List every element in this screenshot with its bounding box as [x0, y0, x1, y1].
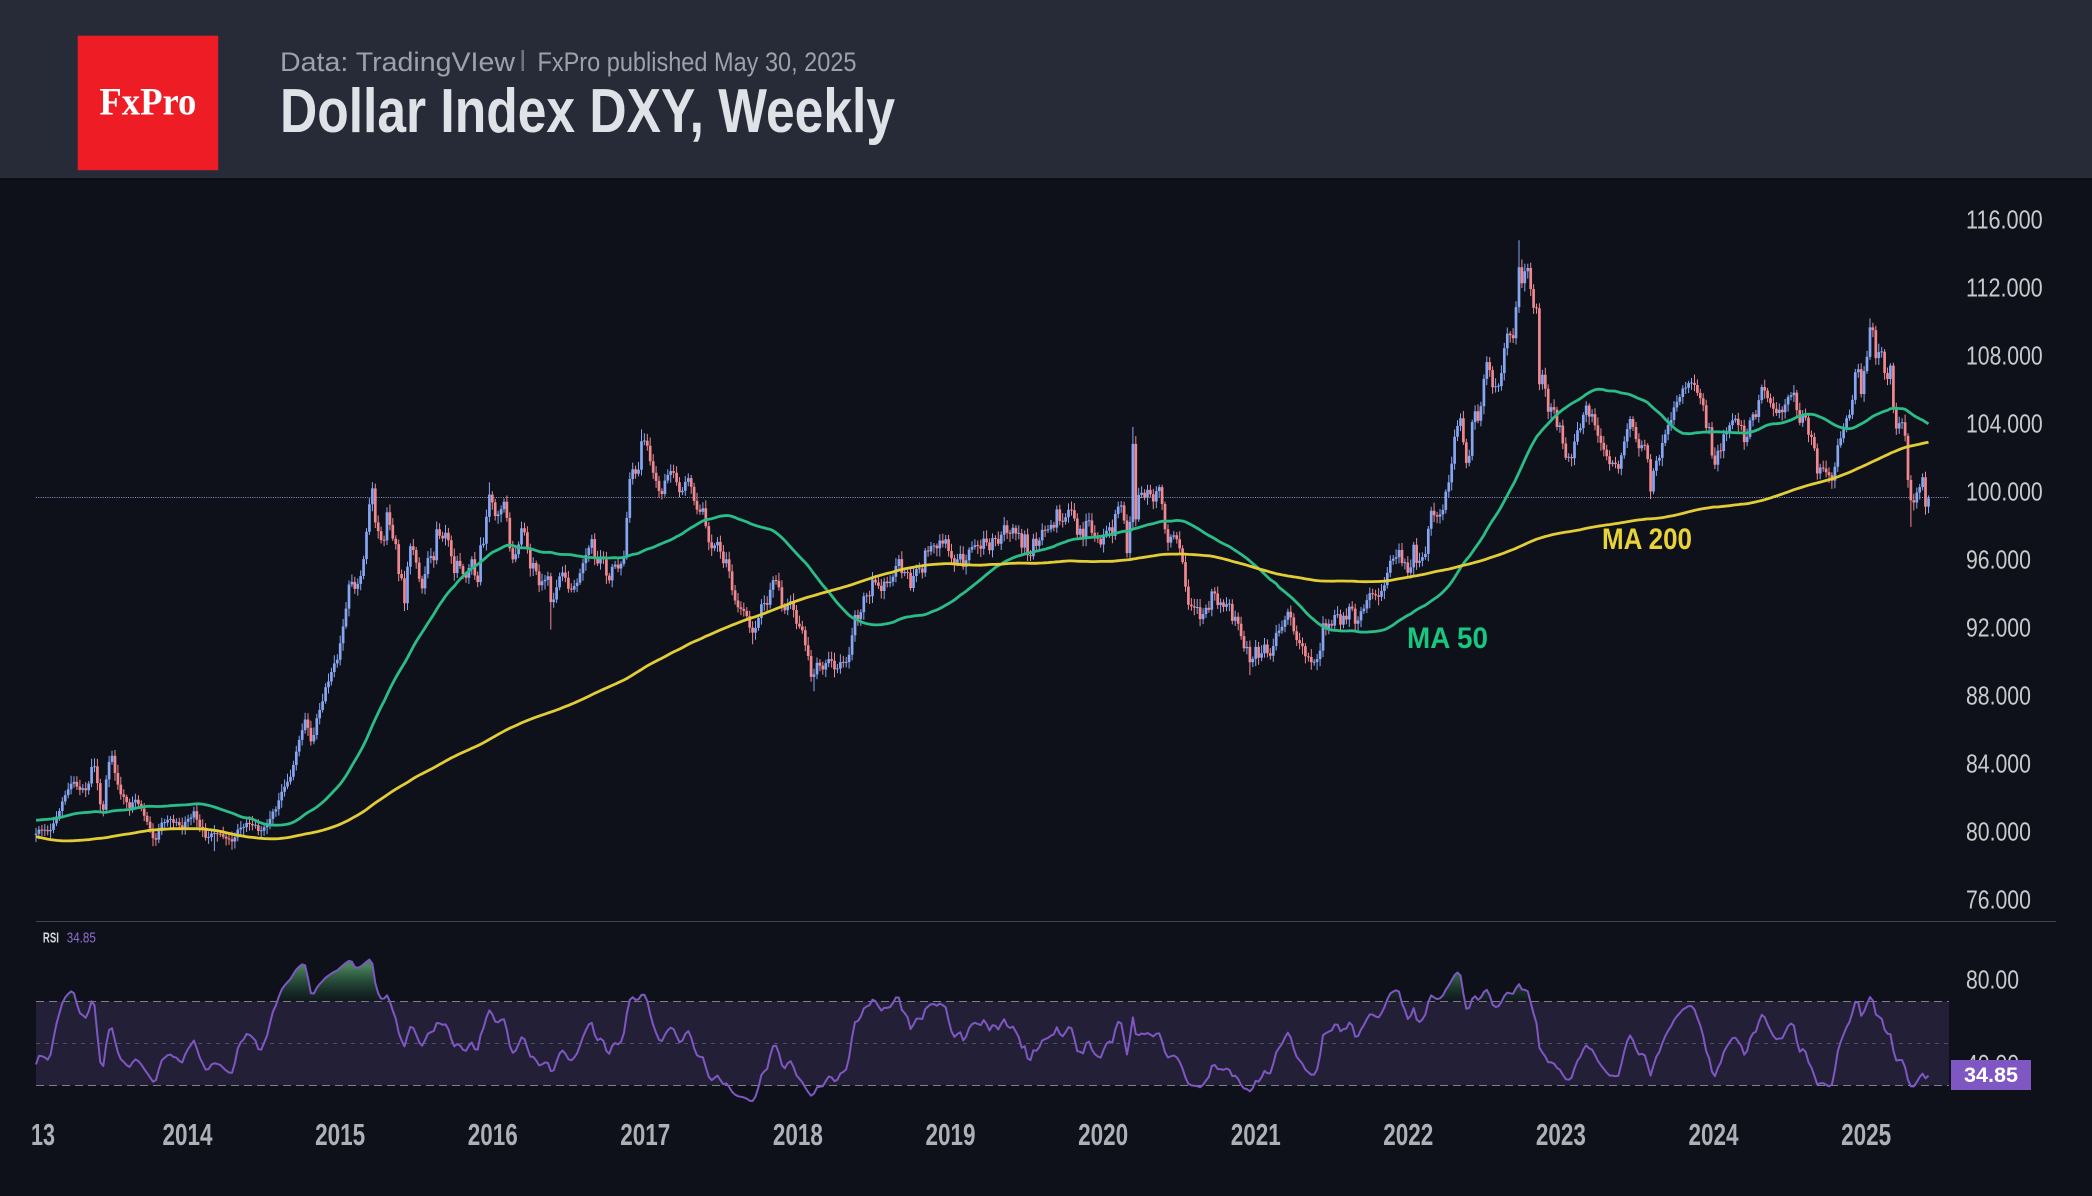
svg-text:MA 50: MA 50 [1407, 622, 1488, 655]
svg-text:2018: 2018 [773, 1117, 823, 1152]
svg-text:2023: 2023 [1536, 1117, 1586, 1152]
svg-text:Data: TradingVIew: Data: TradingVIew [280, 47, 516, 77]
svg-text:100.000: 100.000 [1966, 477, 2043, 507]
svg-text:112.000: 112.000 [1966, 273, 2043, 303]
svg-text:104.000: 104.000 [1966, 409, 2043, 439]
svg-text:FxPro published May 30, 2025: FxPro published May 30, 2025 [538, 47, 857, 77]
svg-text:34.85: 34.85 [1964, 1064, 2018, 1087]
svg-text:2014: 2014 [163, 1117, 214, 1152]
svg-text:2020: 2020 [1078, 1117, 1128, 1152]
svg-text:108.000: 108.000 [1966, 341, 2043, 371]
svg-text:80.000: 80.000 [1966, 817, 2031, 847]
svg-text:RSI: RSI [43, 930, 59, 947]
svg-text:96.000: 96.000 [1966, 545, 2031, 575]
svg-text:2016: 2016 [468, 1117, 518, 1152]
svg-text:2019: 2019 [926, 1117, 976, 1152]
svg-text:2025: 2025 [1841, 1117, 1891, 1152]
svg-text:84.000: 84.000 [1966, 749, 2031, 779]
svg-text:92.000: 92.000 [1966, 613, 2031, 643]
svg-text:116.000: 116.000 [1966, 205, 2043, 235]
svg-text:2024: 2024 [1689, 1117, 1740, 1152]
svg-text:Dollar Index DXY, Weekly: Dollar Index DXY, Weekly [280, 77, 895, 146]
svg-text:2017: 2017 [620, 1117, 670, 1152]
svg-text:2022: 2022 [1383, 1117, 1433, 1152]
svg-text:88.000: 88.000 [1966, 681, 2031, 711]
svg-text:2015: 2015 [315, 1117, 365, 1152]
svg-text:2021: 2021 [1231, 1117, 1281, 1152]
svg-text:80.00: 80.00 [1966, 965, 2019, 995]
svg-text:34.85: 34.85 [67, 930, 96, 947]
svg-text:13: 13 [31, 1117, 55, 1152]
svg-text:FxPro: FxPro [99, 81, 196, 124]
svg-text:76.000: 76.000 [1966, 885, 2031, 915]
svg-text:MA 200: MA 200 [1602, 523, 1692, 556]
